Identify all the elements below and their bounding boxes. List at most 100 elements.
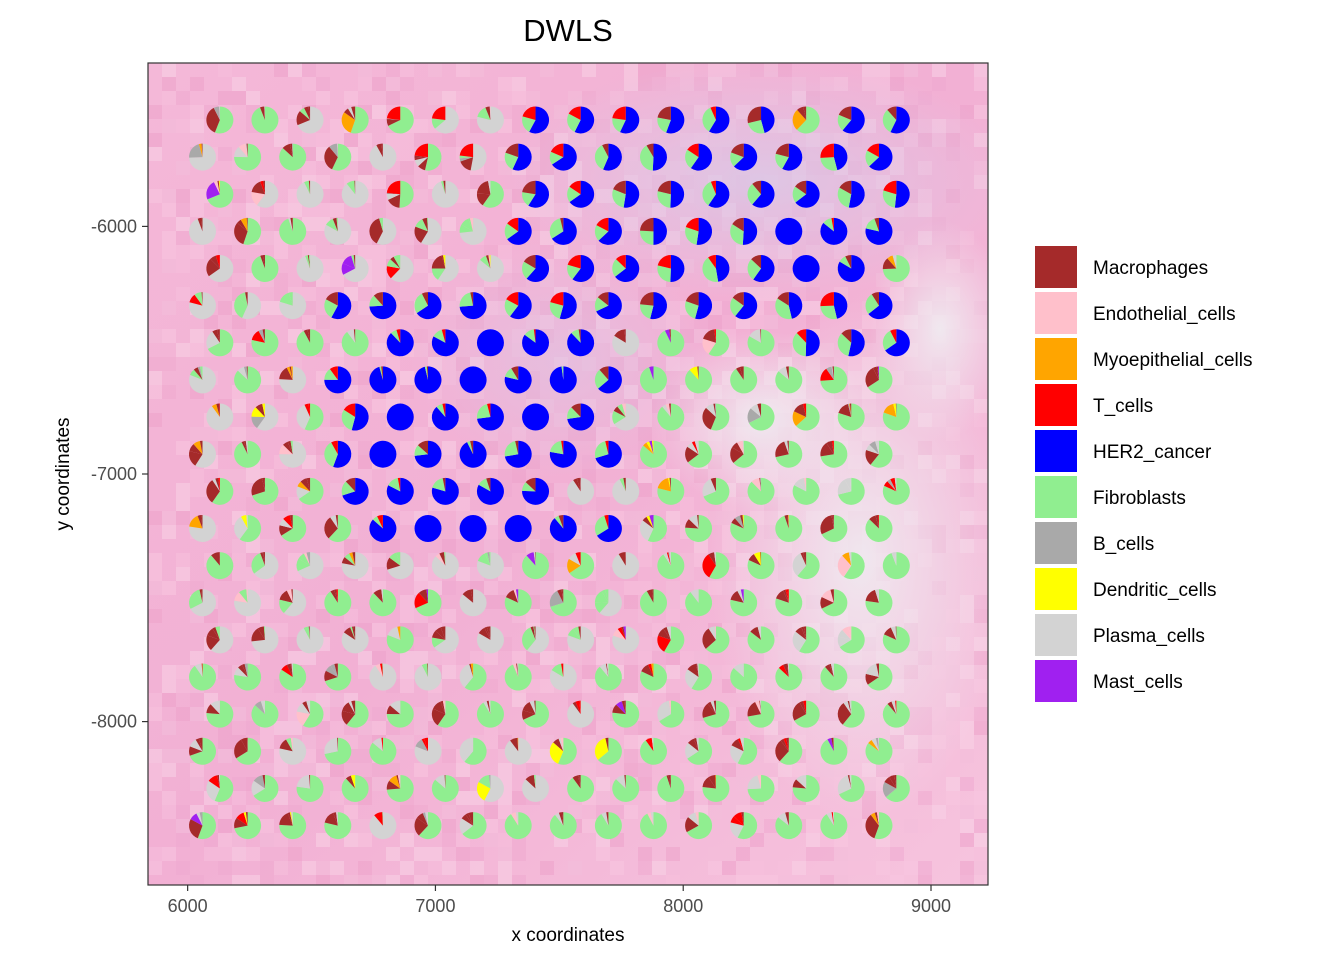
pie-slice-plasma_cells	[796, 776, 807, 789]
tissue-tile	[512, 539, 526, 553]
pie-slice-plasma_cells	[601, 812, 609, 826]
tissue-tile	[918, 861, 932, 875]
pie-slice-plasma_cells	[394, 700, 401, 715]
tissue-tile	[372, 777, 386, 791]
pie-slice-macrophages	[731, 739, 744, 752]
pie-slice-macrophages	[215, 477, 220, 492]
tissue-tile	[638, 693, 652, 707]
tissue-tile	[414, 133, 428, 147]
spot-pie	[459, 366, 487, 394]
pie-slice-b_cells	[197, 366, 203, 380]
pie-slice-macrophages	[889, 775, 897, 789]
pie-slice-fibroblasts	[296, 558, 311, 572]
tissue-tile	[764, 315, 778, 329]
tissue-tile	[484, 525, 498, 539]
tissue-tile	[456, 497, 470, 511]
pie-slice-macrophages	[279, 367, 293, 380]
pie-slice-macrophages	[332, 217, 338, 232]
pie-slice-her2_cancer	[715, 255, 730, 282]
tissue-tile	[554, 483, 568, 497]
pie-slice-plasma_cells	[529, 700, 536, 715]
pie-slice-fibroblasts	[882, 255, 910, 282]
tissue-tile	[638, 651, 652, 665]
pie-slice-macrophages	[237, 219, 248, 232]
tissue-tile	[148, 693, 162, 707]
tissue-tile	[232, 777, 246, 791]
tissue-tile	[358, 161, 372, 175]
pie-slice-fibroblasts	[324, 663, 352, 691]
tissue-tile	[386, 245, 400, 259]
pie-slice-macrophages	[784, 515, 789, 529]
pie-slice-fibroblasts	[459, 292, 474, 307]
pie-slice-macrophages	[216, 329, 220, 343]
spot-pie	[820, 217, 848, 245]
pie-slice-macrophages	[344, 108, 356, 120]
tissue-tile	[330, 133, 344, 147]
tissue-tile	[316, 721, 330, 735]
pie-slice-macrophages	[785, 812, 789, 826]
tissue-tile	[162, 665, 176, 679]
pie-slice-macrophages	[730, 447, 744, 463]
tissue-tile	[372, 399, 386, 413]
pie-slice-fibroblasts	[296, 774, 324, 802]
pie-slice-macrophages	[876, 663, 879, 678]
pie-slice-plasma_cells	[296, 486, 311, 499]
tissue-tile	[358, 301, 372, 315]
pie-slice-fibroblasts	[685, 301, 699, 319]
pie-slice-macrophages	[245, 292, 248, 306]
tissue-tile	[442, 819, 456, 833]
pie-slice-macrophages	[422, 217, 428, 232]
pie-slice-macrophages	[189, 444, 203, 455]
tissue-tile	[400, 511, 414, 525]
pie-slice-fibroblasts	[703, 477, 730, 505]
spot-pie	[837, 106, 865, 134]
pie-slice-plasma_cells	[234, 146, 248, 158]
pie-slice-plasma_cells	[296, 180, 324, 208]
pie-slice-endothelial_cells	[290, 737, 293, 752]
spot-pie	[730, 737, 758, 765]
tissue-tile	[232, 77, 246, 91]
pie-slice-macrophages	[197, 515, 203, 529]
pie-slice-macrophages	[416, 813, 428, 826]
pie-slice-plasma_cells	[845, 775, 852, 789]
pie-slice-macrophages	[803, 106, 807, 120]
pie-slice-macrophages	[341, 557, 356, 566]
pie-slice-macrophages	[440, 626, 446, 640]
pie-slice-her2_cancer	[386, 403, 414, 431]
spot-pie	[504, 292, 532, 320]
pie-slice-macrophages	[260, 106, 265, 120]
spot-pie	[234, 663, 262, 691]
legend-label-her2_cancer: HER2_cancer	[1093, 442, 1212, 463]
tissue-tile	[316, 203, 330, 217]
pie-slice-macrophages	[262, 477, 265, 492]
pie-slice-plasma_cells	[517, 663, 519, 678]
pie-slice-endothelial_cells	[286, 589, 293, 603]
pie-slice-fibroblasts	[730, 366, 758, 394]
pie-slice-her2_cancer	[567, 403, 595, 431]
tissue-tile	[806, 861, 820, 875]
pie-slice-macrophages	[460, 157, 474, 171]
tissue-tile	[624, 63, 638, 77]
spot-pie	[251, 774, 279, 802]
pie-slice-fibroblasts	[709, 552, 730, 580]
pie-slice-macrophages	[476, 193, 491, 206]
legend-label-fibroblasts: Fibroblasts	[1093, 488, 1186, 509]
tissue-tile	[596, 483, 610, 497]
tissue-tile	[582, 749, 596, 763]
pie-slice-macrophages	[838, 403, 852, 418]
pie-slice-plasma_cells	[891, 552, 897, 566]
pie-slice-fibroblasts	[882, 477, 910, 505]
tissue-tile	[148, 147, 162, 161]
pie-slice-dendritic_cells	[549, 742, 564, 764]
tissue-tile	[176, 203, 190, 217]
spot-pie	[882, 552, 910, 580]
pie-slice-macrophages	[707, 701, 716, 715]
legend-key-fibroblasts	[1035, 476, 1077, 518]
pie-slice-fibroblasts	[870, 440, 893, 468]
pie-slice-plasma_cells	[189, 217, 217, 245]
pie-slice-fibroblasts	[775, 366, 803, 394]
spot-pie	[747, 700, 775, 728]
pie-slice-fibroblasts	[594, 441, 609, 459]
spot-pie	[865, 737, 893, 765]
pie-slice-fibroblasts	[747, 552, 775, 580]
